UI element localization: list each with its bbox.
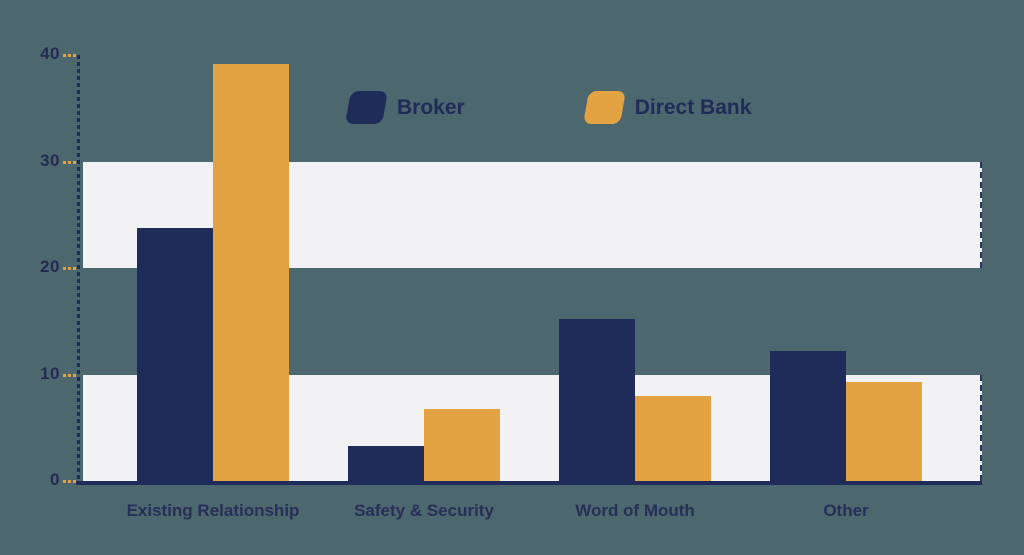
y-axis-tick-label: 20: [40, 257, 60, 276]
bar-direct-bank-other: [846, 381, 922, 481]
bar-broker-other: [770, 351, 846, 481]
legend-item-broker: Broker: [345, 91, 465, 124]
bar-direct-bank-word-of-mouth: [635, 395, 711, 481]
x-axis-category-label: Other: [823, 501, 869, 520]
legend-swatch-direct-bank: [582, 91, 626, 124]
x-axis-line: [76, 481, 982, 485]
y-axis-tick-label: 30: [40, 150, 60, 170]
x-axis-category-label: Word of Mouth: [575, 501, 695, 520]
legend-swatch-broker: [345, 91, 388, 124]
bar-direct-bank-existing-relationship: [213, 63, 289, 481]
legend-label-direct-bank: Direct Bank: [634, 95, 752, 119]
legend-item-direct-bank: Direct Bank: [582, 91, 752, 124]
y-tick: [63, 54, 78, 57]
x-axis-category-label: Existing Relationship: [126, 501, 300, 520]
legend: Broker Direct Bank: [345, 91, 752, 124]
y-axis-tick-label: 40: [40, 44, 60, 63]
y-axis-tick-label: 10: [40, 363, 60, 383]
y-tick: [63, 267, 78, 270]
y-axis-line: [77, 55, 80, 484]
bar-broker-existing-relationship: [137, 227, 213, 481]
y-tick: [63, 373, 78, 377]
y-tick: [63, 160, 78, 164]
bar-broker-word-of-mouth: [559, 319, 635, 481]
legend-label-broker: Broker: [397, 95, 465, 119]
bar-broker-safety-security: [348, 445, 424, 481]
bar-direct-bank-safety-security: [424, 408, 500, 481]
y-tick: [63, 480, 78, 483]
y-axis-tick-label: 0: [50, 470, 60, 489]
x-axis-category-label: Safety & Security: [354, 501, 494, 520]
